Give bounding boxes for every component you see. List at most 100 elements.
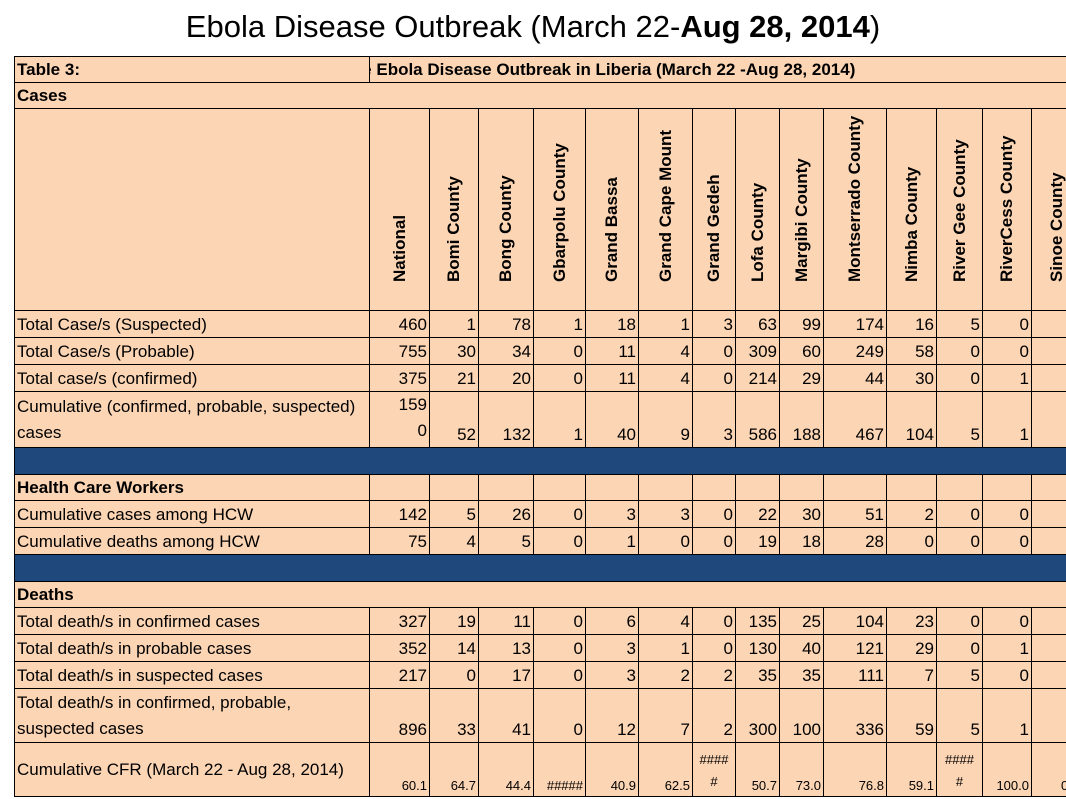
separator-band-cell — [13, 447, 1066, 475]
table-cell: 3 — [585, 661, 639, 689]
table-cell: 30 — [886, 364, 937, 392]
table-cell: 4 — [429, 527, 479, 555]
column-header-label: Gbarpolu County — [549, 143, 569, 282]
table-cell: 60 — [779, 337, 824, 365]
column-header: Grand Cape Mount — [638, 108, 693, 311]
section-row-cases: Cases — [13, 82, 1066, 109]
table-cell: 0 — [1030, 661, 1066, 689]
table-cell: 5 — [429, 500, 479, 528]
table-cell: 18 — [779, 527, 824, 555]
empty-cell — [982, 474, 1032, 501]
column-header-label: Montserrado County — [845, 115, 864, 282]
table-cell: 22 — [735, 500, 780, 528]
table-cell: 214 — [735, 364, 780, 392]
table-cell: 1 — [1030, 364, 1066, 392]
deaths-row: Cumulative CFR (March 22 - Aug 28, 2014)… — [14, 742, 1066, 797]
column-header-label: Lofa County — [747, 182, 767, 282]
table-cell: 3 — [638, 500, 693, 528]
table-cell: 0 — [533, 688, 586, 743]
table-cell: 0 — [982, 607, 1032, 635]
column-header-label: Grand Gedeh — [704, 174, 723, 282]
table-cell: 0 — [533, 364, 586, 392]
table-cell: 1 — [1030, 310, 1066, 338]
row-label: Total death/s in confirmed cases — [14, 607, 370, 635]
cell-line: #### — [699, 752, 729, 767]
table-cell: 75 — [369, 527, 430, 555]
table-cell: 159 0 — [369, 391, 430, 448]
table-cell: 33 — [429, 688, 479, 743]
table-cell: 34 — [478, 337, 534, 365]
table-cell: 2 — [886, 500, 937, 528]
table-cell: 0 — [936, 527, 983, 555]
table-cell: 104 — [886, 391, 937, 448]
page-title-suffix: ) — [869, 9, 881, 44]
table-cell: 78 — [478, 310, 534, 338]
table-cell: 0 — [1030, 607, 1066, 635]
table-cell: 40.9 — [585, 742, 639, 797]
table-cell: 0 — [936, 500, 983, 528]
table-cell: 7 — [886, 661, 937, 689]
table-cell: 26 — [478, 500, 534, 528]
table-cell: 249 — [823, 337, 887, 365]
table-cell: 35 — [735, 661, 780, 689]
table-cell: 0 — [1030, 688, 1066, 743]
table-cell: 60.1 — [369, 742, 430, 797]
table-cell: 63 — [735, 310, 780, 338]
table-cell: 0.0 — [1030, 742, 1066, 797]
table-cell: 5 — [936, 310, 983, 338]
table-cell: 4 — [638, 337, 693, 365]
table-cell: 21 — [429, 364, 479, 392]
column-header-label: Grand Bassa — [602, 177, 621, 282]
column-header: Lofa County — [735, 108, 780, 311]
table-cell: 1 — [982, 364, 1032, 392]
row-label: Total death/s in suspected cases — [14, 661, 370, 689]
table-cell: 29 — [779, 364, 824, 392]
table-cell: 0 — [1030, 337, 1066, 365]
table-cell: 100.0 — [982, 742, 1032, 797]
column-header-label: Sinoe County — [1046, 172, 1066, 282]
table-cell: 0 — [692, 500, 736, 528]
row-label: Total Case/s (Probable) — [14, 337, 370, 365]
table-cell: 1 — [533, 310, 586, 338]
column-header: Grand Bassa — [585, 108, 639, 311]
table-cell: 35 — [779, 661, 824, 689]
table-cell: 0 — [692, 607, 736, 635]
table-cell: 0 — [886, 527, 937, 555]
column-header: Bong County — [478, 108, 534, 311]
table-cell: 0 — [533, 661, 586, 689]
table-cell: 130 — [735, 634, 780, 662]
empty-cell — [585, 474, 639, 501]
table-cell: 0 — [982, 500, 1032, 528]
empty-cell — [638, 474, 693, 501]
row-label: Total Case/s (Suspected) — [14, 310, 370, 338]
table-cell: 19 — [429, 607, 479, 635]
column-header: Bomi County — [429, 108, 479, 311]
table-cell: 0 — [936, 634, 983, 662]
table-cell: 58 — [886, 337, 937, 365]
table-cell: 896 — [369, 688, 430, 743]
table-cell: 0 — [936, 364, 983, 392]
row-label: Cumulative deaths among HCW — [14, 527, 370, 555]
table-cell: 4 — [638, 364, 693, 392]
empty-cell — [478, 474, 534, 501]
table-cell: 1 — [638, 310, 693, 338]
table-cell: 3 — [585, 634, 639, 662]
table-cell: 1 — [585, 527, 639, 555]
table-cell: 309 — [735, 337, 780, 365]
column-header: Montserrado County — [823, 108, 887, 311]
deaths-row: Total death/s in probable cases 352 14 13 0 3… — [14, 634, 1066, 662]
table-cell: 1 — [533, 391, 586, 448]
column-header-label: RiverCess County — [997, 135, 1016, 282]
table-cell: 16 — [886, 310, 937, 338]
table-cell: 13 — [478, 634, 534, 662]
table-cell: 5 — [936, 391, 983, 448]
section-label-hcw: Health Care Workers — [14, 474, 370, 501]
table-cell: 5 — [478, 527, 534, 555]
table-cell: 4 — [638, 607, 693, 635]
table-cell: 28 — [823, 527, 887, 555]
table-cell: 12 — [585, 688, 639, 743]
table-cell: 755 — [369, 337, 430, 365]
cases-row: Total Case/s (Probable) 755 30 34 0 11 4 0 309 60… — [14, 337, 1066, 365]
empty-cell — [692, 474, 736, 501]
deaths-row: Total death/s in confirmed, probable, su… — [14, 688, 1066, 743]
